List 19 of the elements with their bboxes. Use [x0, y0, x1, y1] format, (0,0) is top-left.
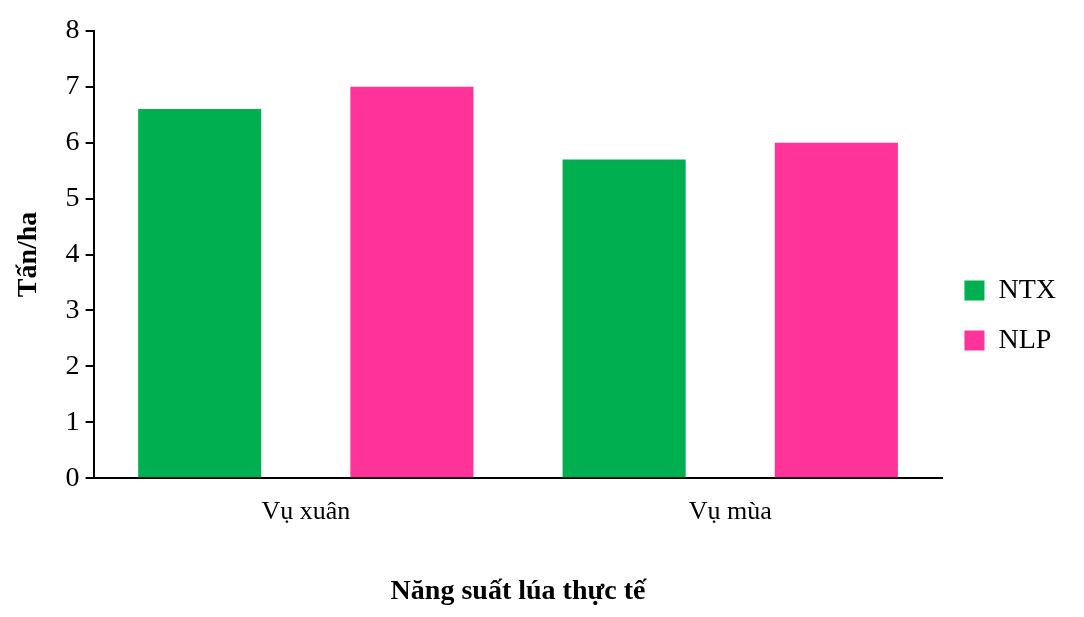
bar: [138, 109, 262, 478]
legend-label: NLP: [998, 322, 1052, 354]
y-tick-label: 1: [65, 404, 80, 436]
legend-label: NTX: [998, 272, 1056, 304]
y-axis-title: Tấn/ha: [11, 211, 43, 298]
bar: [562, 159, 686, 478]
y-tick-label: 7: [65, 69, 80, 101]
y-tick-label: 8: [65, 13, 80, 45]
bar: [774, 142, 898, 478]
x-tick-label: Vụ xuân: [261, 495, 351, 525]
y-tick-label: 2: [65, 348, 80, 380]
x-tick-label: Vụ mùa: [688, 495, 773, 525]
y-tick-label: 5: [65, 180, 80, 212]
y-tick-label: 6: [65, 125, 80, 157]
y-tick-label: 0: [65, 460, 80, 492]
bar: [350, 86, 474, 478]
x-axis-title: Năng suất lúa thực tế: [390, 574, 647, 606]
y-tick-label: 3: [65, 292, 80, 324]
y-tick-label: 4: [65, 236, 80, 268]
